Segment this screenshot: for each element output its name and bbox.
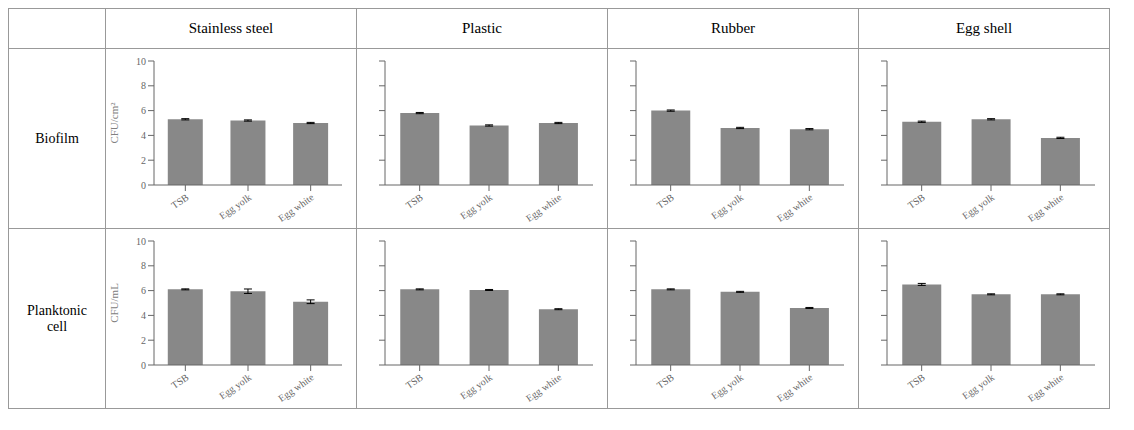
svg-text:TSB: TSB	[655, 191, 677, 211]
svg-text:10: 10	[136, 55, 146, 66]
svg-text:Egg white: Egg white	[1026, 371, 1066, 404]
html-text:Egg shell: Egg shell	[955, 20, 1013, 36]
svg-text:2: 2	[141, 334, 146, 345]
svg-text:10: 10	[136, 235, 146, 246]
svg-text:Egg yolk: Egg yolk	[960, 191, 996, 221]
svg-text:TSB: TSB	[169, 191, 191, 211]
svg-text:Egg white: Egg white	[276, 371, 316, 404]
svg-text:Egg yolk: Egg yolk	[960, 371, 996, 401]
svg-text:8: 8	[141, 260, 146, 271]
svg-text:8: 8	[141, 80, 146, 91]
svg-text:2: 2	[141, 154, 146, 165]
svg-text:Egg white: Egg white	[1026, 191, 1066, 224]
html-text:Biofilm: Biofilm	[35, 130, 79, 146]
svg-text:4: 4	[141, 129, 146, 140]
svg-text:TSB: TSB	[169, 371, 191, 391]
svg-text:4: 4	[141, 309, 146, 320]
svg-text:TSB: TSB	[655, 371, 677, 391]
svg-text:Egg yolk: Egg yolk	[458, 371, 494, 401]
svg-text:TSB: TSB	[906, 371, 928, 391]
html-text:Planktonic cell: Planktonic cell	[27, 302, 87, 334]
svg-text:6: 6	[141, 285, 146, 296]
svg-text:Egg yolk: Egg yolk	[709, 371, 745, 401]
html-text:Rubber: Rubber	[710, 20, 756, 36]
svg-text:CFU/mL: CFU/mL	[108, 282, 120, 322]
svg-text:6: 6	[141, 105, 146, 116]
html-text:Plastic: Plastic	[462, 20, 502, 36]
svg-text:TSB: TSB	[906, 191, 928, 211]
svg-text:Egg yolk: Egg yolk	[217, 371, 253, 401]
svg-text:TSB: TSB	[404, 191, 426, 211]
html-text:Stainless steel: Stainless steel	[188, 20, 274, 36]
svg-text:TSB: TSB	[404, 371, 426, 391]
svg-text:Egg yolk: Egg yolk	[458, 191, 494, 221]
svg-text:Egg yolk: Egg yolk	[709, 191, 745, 221]
svg-text:Egg yolk: Egg yolk	[217, 191, 253, 221]
svg-text:Egg white: Egg white	[524, 371, 564, 404]
svg-text:CFU/cm²: CFU/cm²	[108, 101, 120, 143]
svg-text:Egg white: Egg white	[276, 191, 316, 224]
svg-text:Egg white: Egg white	[775, 191, 815, 224]
svg-text:0: 0	[141, 359, 146, 370]
svg-text:Egg white: Egg white	[775, 371, 815, 404]
svg-text:0: 0	[141, 179, 146, 190]
svg-text:Egg white: Egg white	[524, 191, 564, 224]
